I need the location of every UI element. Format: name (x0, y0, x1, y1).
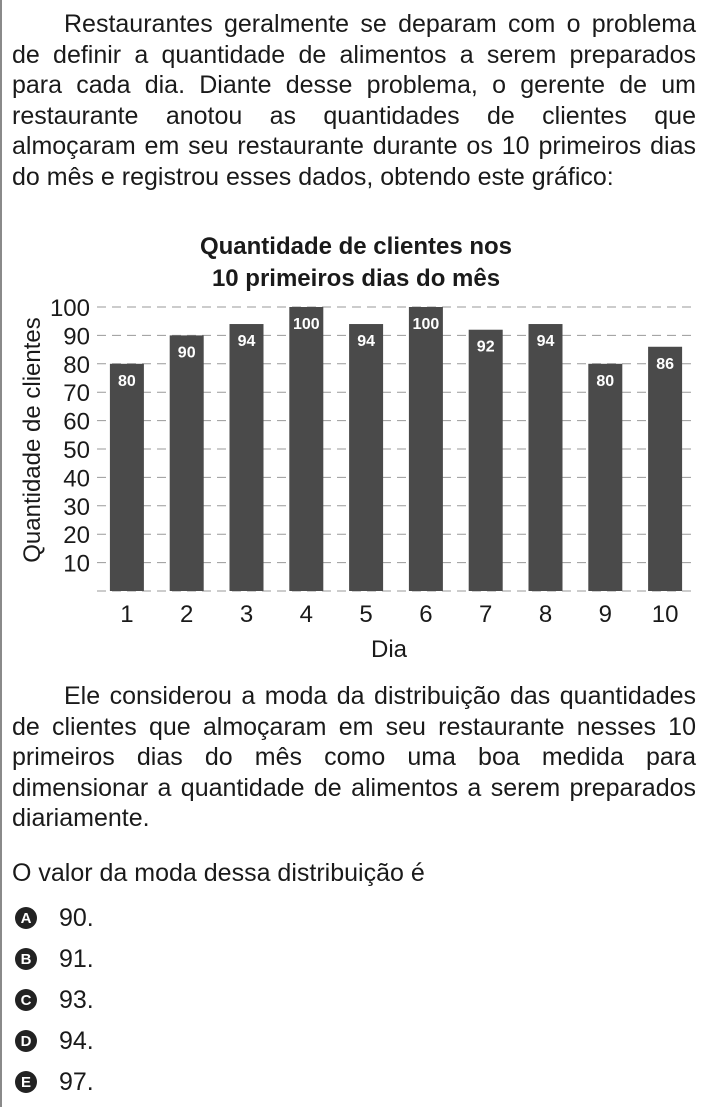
option-e-text: 97. (59, 1067, 94, 1096)
bar-day-4 (289, 307, 324, 591)
x-tick-label-6: 6 (419, 601, 432, 628)
x-tick-label-2: 2 (180, 601, 193, 628)
option-d-badge-icon: D (15, 1030, 37, 1052)
y-tick-label-90: 90 (63, 323, 90, 350)
data-label-day-1: 80 (118, 373, 136, 390)
bar-day-7 (468, 329, 503, 591)
y-tick-label-30: 30 (63, 494, 90, 521)
option-c-badge-icon: C (15, 989, 37, 1011)
chart-title-line-1: Quantidade de clientes nos (199, 233, 513, 260)
y-tick-label-80: 80 (63, 352, 90, 379)
bar-chart: 1020304050607080901008019029431004945100… (19, 295, 693, 663)
y-tick-label-60: 60 (63, 409, 90, 436)
option-a[interactable]: A 90. (12, 902, 94, 934)
option-e-badge-icon: E (15, 1071, 37, 1093)
data-label-day-7: 92 (477, 339, 495, 356)
y-tick-label-70: 70 (63, 380, 90, 407)
option-b-text: 91. (59, 944, 94, 973)
bar-day-6 (408, 307, 443, 591)
bar-day-3 (229, 324, 264, 591)
bar-day-9 (588, 363, 623, 591)
bar-day-10 (648, 346, 683, 591)
data-label-day-2: 90 (178, 344, 196, 361)
data-label-day-9: 80 (596, 373, 614, 390)
data-label-day-8: 94 (537, 333, 555, 350)
x-tick-label-7: 7 (479, 601, 492, 628)
x-tick-label-8: 8 (539, 601, 552, 628)
y-tick-label-40: 40 (63, 465, 90, 492)
bar-day-1 (109, 363, 144, 591)
bar-day-5 (349, 324, 384, 591)
data-label-day-3: 94 (238, 333, 256, 350)
data-label-day-6: 100 (413, 316, 440, 333)
data-label-day-5: 94 (357, 333, 375, 350)
x-tick-label-1: 1 (120, 601, 133, 628)
y-tick-label-100: 100 (50, 295, 90, 322)
chart-title: Quantidade de clientes nos 10 primeiros … (100, 231, 612, 295)
bar-day-8 (528, 324, 563, 591)
page-left-border (0, 0, 2, 1107)
question-text: O valor da moda dessa distribuição é (12, 859, 425, 887)
x-tick-label-10: 10 (652, 601, 679, 628)
option-b-badge-icon: B (15, 948, 37, 970)
y-tick-label-20: 20 (63, 522, 90, 549)
option-c[interactable]: C 93. (12, 984, 94, 1016)
x-tick-label-4: 4 (300, 601, 313, 628)
follow-paragraph: Ele considerou a moda da distribuição da… (12, 682, 696, 833)
chart-title-line-2: 10 primeiros dias do mês (211, 265, 501, 292)
option-a-text: 90. (59, 903, 94, 932)
x-tick-label-5: 5 (359, 601, 372, 628)
bar-day-2 (169, 335, 204, 591)
option-e[interactable]: E 97. (12, 1066, 94, 1098)
x-tick-label-9: 9 (599, 601, 612, 628)
option-d-text: 94. (59, 1026, 94, 1055)
x-axis-label: Dia (371, 636, 408, 663)
option-b[interactable]: B 91. (12, 943, 94, 975)
option-c-text: 93. (59, 985, 94, 1014)
option-a-badge-icon: A (15, 907, 37, 929)
y-tick-label-10: 10 (63, 551, 90, 578)
intro-paragraph: Restaurantes geralmente se deparam com o… (12, 10, 696, 191)
data-label-day-4: 100 (293, 316, 320, 333)
y-tick-label-50: 50 (63, 437, 90, 464)
option-d[interactable]: D 94. (12, 1025, 94, 1057)
y-axis-label: Quantidade de clientes (19, 317, 46, 563)
x-tick-label-3: 3 (240, 601, 253, 628)
data-label-day-10: 86 (656, 356, 674, 373)
